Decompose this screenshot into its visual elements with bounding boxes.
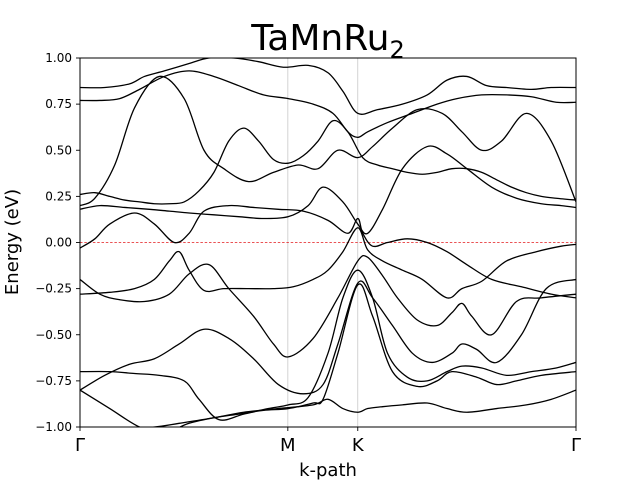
- band-lines: [80, 58, 576, 427]
- x-tick-label-3: Γ: [571, 435, 581, 456]
- band-line-3: [80, 269, 576, 421]
- band-line-2: [80, 283, 576, 427]
- x-tick-label-0: Γ: [75, 435, 85, 456]
- y-axis-label: Energy (eV): [2, 189, 23, 295]
- chart-title-subscript: 2: [389, 36, 404, 64]
- y-tick-label-4: 0.00: [45, 236, 72, 250]
- y-tick-label-5: 0.25: [45, 189, 72, 203]
- band-line-8: [80, 145, 576, 235]
- y-tick-label-6: 0.50: [45, 143, 72, 157]
- band-line-5: [80, 254, 576, 358]
- y-tick-label-0: −1.00: [35, 420, 72, 434]
- chart-title-main: TaMnRu: [250, 18, 389, 59]
- band-line-11: [80, 58, 576, 115]
- x-tick-label-2: K: [352, 435, 365, 456]
- band-line-6: [80, 227, 576, 299]
- chart-title: TaMnRu2: [250, 18, 404, 64]
- band-line-7: [80, 204, 576, 299]
- y-tick-label-2: −0.50: [35, 328, 72, 342]
- y-tick-label-7: 0.75: [45, 97, 72, 111]
- y-tick-label-1: −0.75: [35, 374, 72, 388]
- band-line-1: [147, 389, 576, 427]
- band-line-9: [80, 75, 576, 207]
- band-line-4: [80, 278, 576, 395]
- band-line-12: [80, 119, 576, 205]
- x-tick-label-1: M: [280, 435, 296, 456]
- y-tick-label-8: 1.00: [45, 51, 72, 65]
- y-tick-label-3: −0.25: [35, 282, 72, 296]
- x-axis-label: k-path: [299, 460, 357, 480]
- band-line-10: [80, 70, 576, 138]
- y-axis-ticks: −1.00 −0.75 −0.50 −0.25 0.00 0.25 0.50 0.75 1.00: [35, 51, 80, 434]
